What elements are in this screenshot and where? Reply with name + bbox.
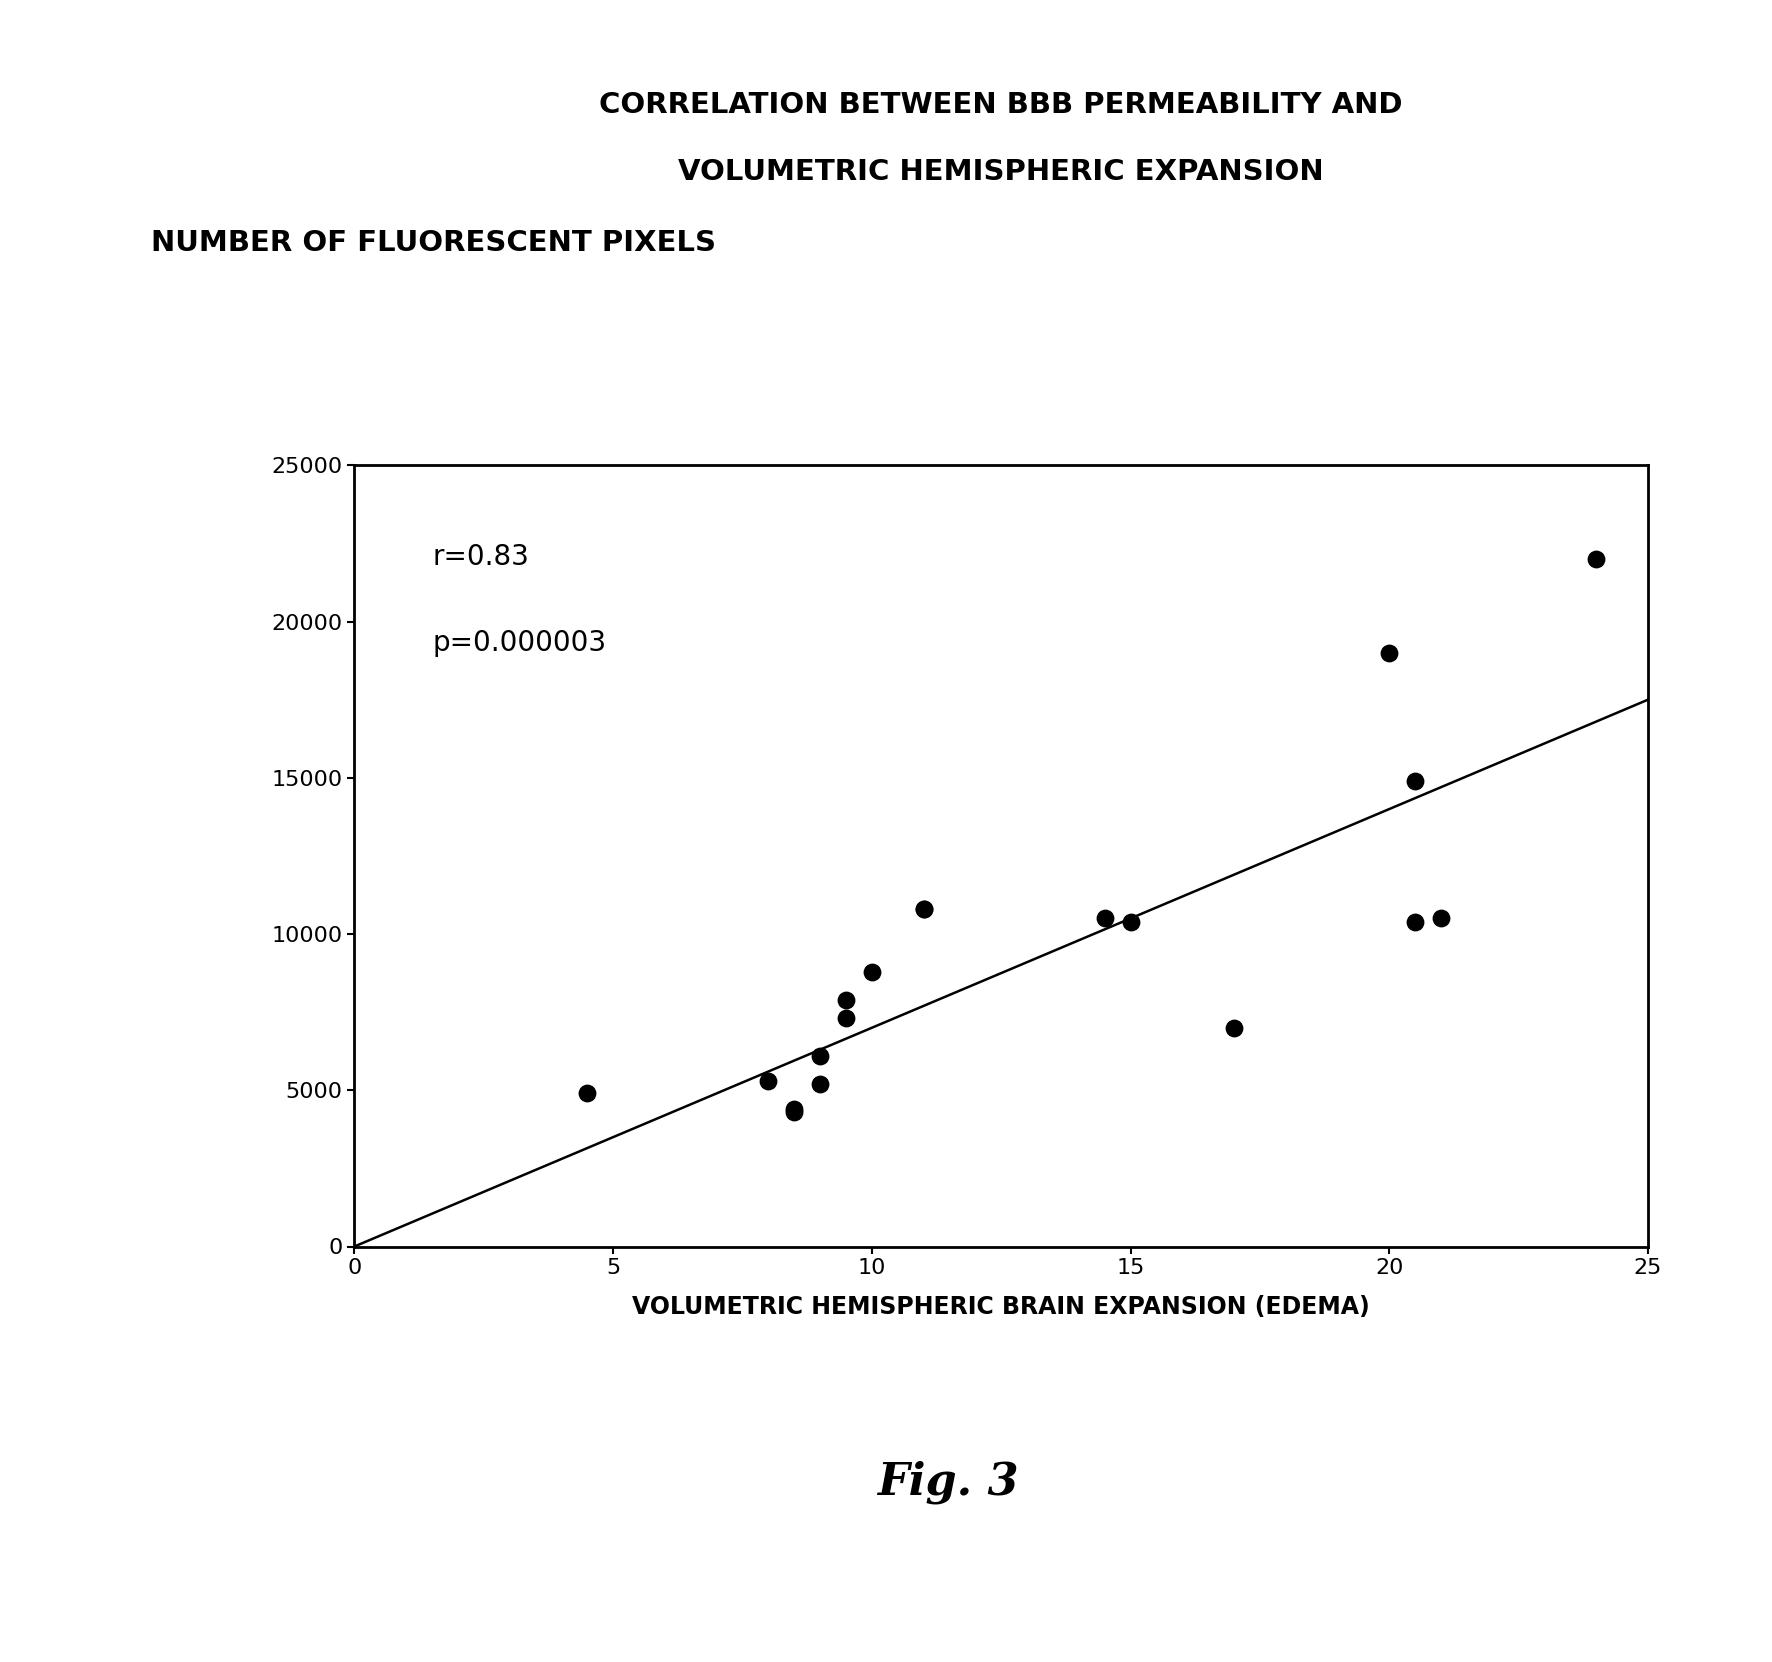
Text: Fig. 3: Fig. 3 — [877, 1461, 1019, 1504]
Point — [780, 1095, 808, 1122]
Point — [831, 986, 859, 1012]
Point — [1090, 906, 1118, 932]
Point — [780, 1099, 808, 1125]
Text: r=0.83: r=0.83 — [432, 543, 528, 572]
Point — [1402, 907, 1430, 934]
Point — [1375, 640, 1403, 666]
Point — [1116, 907, 1145, 934]
Point — [755, 1067, 783, 1094]
Point — [1426, 906, 1455, 932]
Point — [1402, 768, 1430, 794]
Text: p=0.000003: p=0.000003 — [432, 630, 606, 658]
Point — [572, 1080, 601, 1107]
Point — [1219, 1014, 1247, 1040]
Point — [806, 1042, 835, 1069]
Point — [909, 896, 937, 922]
Point — [831, 1006, 859, 1032]
Point — [909, 896, 937, 922]
Text: NUMBER OF FLUORESCENT PIXELS: NUMBER OF FLUORESCENT PIXELS — [151, 229, 716, 258]
Point — [1582, 545, 1611, 572]
Text: CORRELATION BETWEEN BBB PERMEABILITY AND: CORRELATION BETWEEN BBB PERMEABILITY AND — [599, 91, 1403, 120]
Point — [858, 959, 886, 986]
Point — [806, 1070, 835, 1097]
X-axis label: VOLUMETRIC HEMISPHERIC BRAIN EXPANSION (EDEMA): VOLUMETRIC HEMISPHERIC BRAIN EXPANSION (… — [633, 1295, 1370, 1320]
Text: VOLUMETRIC HEMISPHERIC EXPANSION: VOLUMETRIC HEMISPHERIC EXPANSION — [679, 158, 1324, 186]
